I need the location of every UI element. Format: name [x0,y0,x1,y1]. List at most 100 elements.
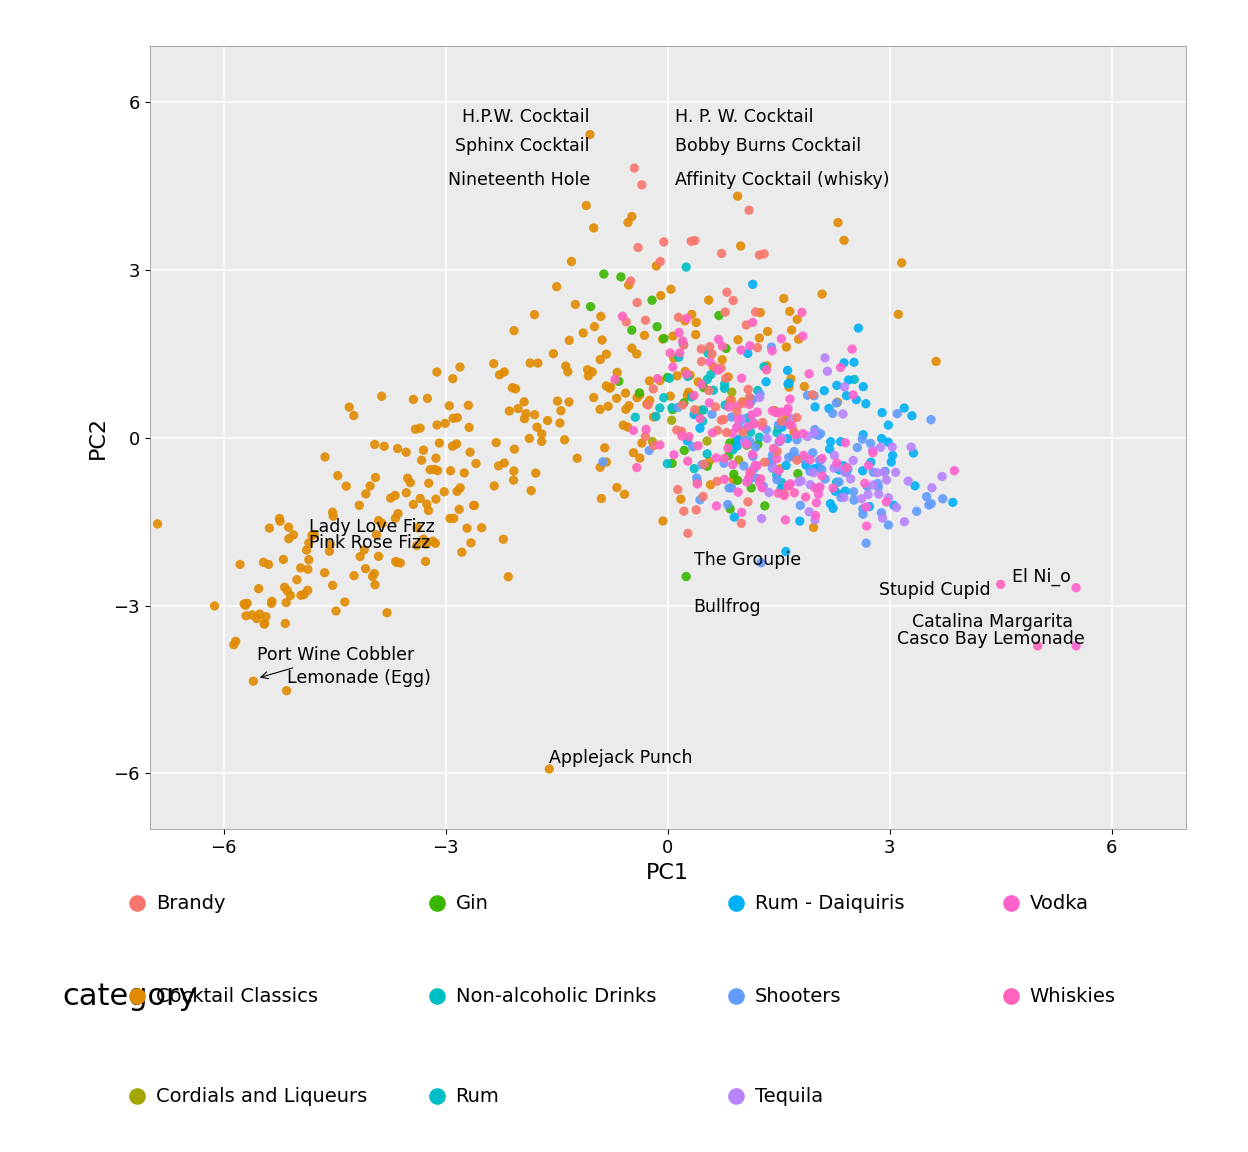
Point [650,252,670,271]
Point [326,601,346,620]
Text: Pink Rose Fizz: Pink Rose Fizz [308,535,431,553]
Point [869,478,889,497]
Point [258,555,278,574]
Text: Lemonade (Egg): Lemonade (Egg) [287,669,431,687]
Point [779,378,799,396]
Point [618,213,638,232]
Point [932,490,952,508]
Point [821,432,841,450]
Point [343,407,363,425]
Point [756,420,776,439]
Point [769,418,789,437]
Point [676,309,696,327]
Point [779,415,799,433]
Point [771,479,791,498]
Point [881,453,901,471]
Point [860,434,880,453]
Point [789,472,809,491]
Point [673,332,693,350]
Point [787,450,807,469]
Point [794,450,814,469]
Point [741,389,761,408]
Point [532,432,552,450]
Point [799,364,819,382]
Point [648,370,668,388]
Point [669,308,689,326]
Point [421,461,441,479]
Point [336,477,356,495]
Point [562,252,582,271]
Point [751,554,771,573]
Point [886,499,906,517]
Point [520,354,540,372]
Point [590,350,610,369]
Point [785,484,805,502]
Point [776,456,796,475]
Point [852,500,872,518]
Text: Cordials and Liqueurs: Cordials and Liqueurs [156,1086,367,1106]
Text: H. P. W. Cocktail: H. P. W. Cocktail [675,107,814,126]
Point [678,386,698,404]
Point [690,409,710,427]
Point [260,518,280,537]
Point [728,331,748,349]
Point [736,435,756,454]
Point [630,386,650,404]
Point [844,452,864,470]
Point [719,367,739,386]
Point [721,479,741,498]
Point [547,278,567,296]
Point [797,427,817,446]
Point [291,559,311,577]
Point [361,477,381,495]
Point [743,447,763,465]
Point [810,452,830,470]
Point [270,511,290,530]
Point [715,374,735,393]
Text: Nineteenth Hole: Nineteenth Hole [448,170,590,189]
Point [1066,578,1086,597]
Point [805,397,825,416]
Point [728,471,748,490]
Text: Whiskies: Whiskies [1030,987,1116,1006]
Point [463,497,483,515]
Point [743,391,763,409]
Point [708,422,728,440]
Text: The Groupie: The Groupie [694,552,801,569]
Point [831,358,851,377]
Point [706,497,726,515]
Point [230,555,250,574]
Point [713,350,733,369]
Point [991,575,1011,593]
Point [678,432,698,450]
Point [739,388,759,407]
Point [773,429,792,447]
Point [609,372,629,391]
Point [328,467,348,485]
Point [466,454,485,472]
Point [515,404,535,423]
Point [472,518,492,537]
Point [654,329,674,348]
Point [688,437,708,455]
Point [887,404,907,423]
Point [419,475,439,493]
Point [580,297,600,316]
Point [784,442,804,461]
Point [644,408,664,426]
Point [771,473,791,492]
Point [768,403,787,422]
Point [412,450,432,469]
Point [525,464,545,483]
Point [381,488,401,507]
Point [417,389,437,408]
Point [660,343,680,362]
Point [447,409,467,427]
Point [619,275,639,294]
Point [805,510,825,529]
Point [748,456,768,475]
Point [703,406,723,424]
Point [663,327,683,346]
Point [426,449,446,468]
Point [756,372,776,391]
